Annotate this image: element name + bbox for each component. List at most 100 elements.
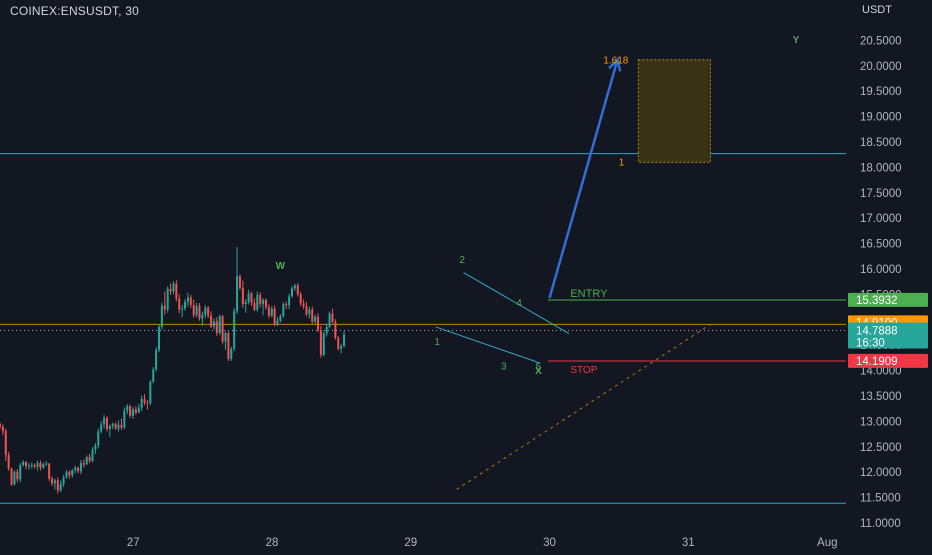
candle-body [290, 288, 294, 297]
candle-body [152, 369, 155, 382]
candle-body [146, 402, 149, 404]
candle-body [0, 423, 2, 427]
wave-w-label: W [276, 261, 286, 272]
candle-body [207, 307, 210, 316]
candle-body [178, 298, 181, 310]
candle-body [192, 305, 195, 316]
y-tick-label: 11.5000 [860, 493, 901, 505]
candle-body [137, 407, 140, 413]
candle-body [334, 321, 337, 339]
wave-5-label: 5 [536, 362, 542, 373]
wave-1-label: 1 [434, 337, 440, 348]
candles-layer [0, 247, 346, 494]
candle-body [244, 302, 247, 305]
candle-body [33, 465, 36, 467]
candle-body [267, 307, 270, 316]
candle-body [36, 463, 39, 467]
candle-body [77, 467, 80, 472]
candle-body [184, 302, 187, 309]
candle-body [221, 316, 224, 342]
candle-body [302, 303, 305, 307]
candle-body [282, 304, 285, 317]
annotations-layer: 1.618 1 ENTRY STOP W Y X 1 2 3 4 5 [276, 35, 800, 377]
candle-body [311, 309, 314, 322]
candle-body [82, 463, 85, 465]
candle-body [74, 467, 77, 471]
current-price-tag: 14.7888 [856, 326, 898, 338]
candle-body [325, 326, 328, 334]
x-tick-label: Aug [817, 537, 837, 549]
y-tick-label: 18.0000 [860, 162, 902, 174]
candle-body [259, 294, 262, 305]
wave-3-label: 3 [501, 362, 507, 373]
candle-body [7, 454, 10, 469]
y-tick-label: 13.0000 [860, 416, 902, 428]
candle-body [27, 465, 30, 467]
y-tick-label: 16.5000 [860, 239, 902, 251]
projection-arrow-shaft [548, 59, 619, 299]
candle-body [319, 329, 322, 355]
candle-body [198, 306, 201, 319]
candle-body [262, 299, 265, 305]
y-tick-label: 11.0000 [860, 518, 901, 530]
candle-body [79, 463, 82, 472]
wave-4-label: 4 [516, 298, 522, 309]
candle-body [169, 288, 172, 292]
candle-body [204, 307, 207, 315]
y-tick-label: 12.5000 [860, 442, 902, 454]
candle-body [13, 471, 16, 485]
wedge-lower-line [435, 326, 540, 364]
candle-body [105, 417, 108, 430]
entry-label: ENTRY [570, 288, 608, 300]
wave-y-label: Y [793, 35, 800, 46]
candle-body [30, 465, 33, 467]
candle-body [62, 477, 65, 484]
candle-body [166, 288, 169, 310]
candle-body [53, 480, 56, 484]
x-tick-label: 28 [266, 537, 279, 549]
fib-1-label: 1 [619, 157, 625, 168]
candle-body [157, 326, 161, 350]
candle-body [270, 308, 273, 316]
y-tick-label: 17.5000 [860, 188, 902, 200]
symbol-title: COINEX:ENSUSDT, 30 [10, 4, 139, 18]
x-tick-label: 27 [127, 537, 140, 549]
candle-body [186, 297, 189, 303]
candle-body [134, 409, 137, 413]
candle-body [155, 349, 158, 370]
candle-body [250, 293, 253, 304]
candle-body [256, 294, 259, 310]
fib-1618-label: 1.618 [603, 56, 628, 67]
candle-body [4, 431, 7, 455]
wedge-upper-line [463, 272, 570, 334]
candle-body [51, 478, 54, 484]
candle-body [288, 296, 291, 306]
candle-body [59, 483, 62, 491]
x-tick-label: 29 [404, 537, 417, 549]
candle-body [16, 471, 19, 480]
wave-2-label: 2 [459, 255, 465, 266]
time-axis[interactable]: 27 28 29 30 31 Aug [127, 537, 838, 549]
candle-body [181, 308, 184, 310]
candle-body [120, 424, 123, 428]
candle-body [91, 449, 94, 462]
y-tick-label: 20.0000 [860, 61, 902, 73]
candle-body [215, 321, 218, 334]
candle-body [39, 463, 42, 468]
candle-body [227, 333, 230, 359]
candle-body [308, 309, 311, 315]
y-tick-label: 19.5000 [860, 86, 902, 98]
candle-body [241, 287, 244, 305]
candle-body [100, 424, 103, 432]
y-tick-label: 12.0000 [860, 467, 902, 479]
candle-body [212, 321, 215, 327]
candle-body [22, 462, 25, 466]
candle-body [236, 276, 239, 312]
y-tick-label: 16.0000 [860, 264, 902, 276]
stop-price-tag: 14.1909 [856, 356, 898, 368]
candle-body [123, 410, 126, 428]
candle-body [131, 409, 134, 416]
